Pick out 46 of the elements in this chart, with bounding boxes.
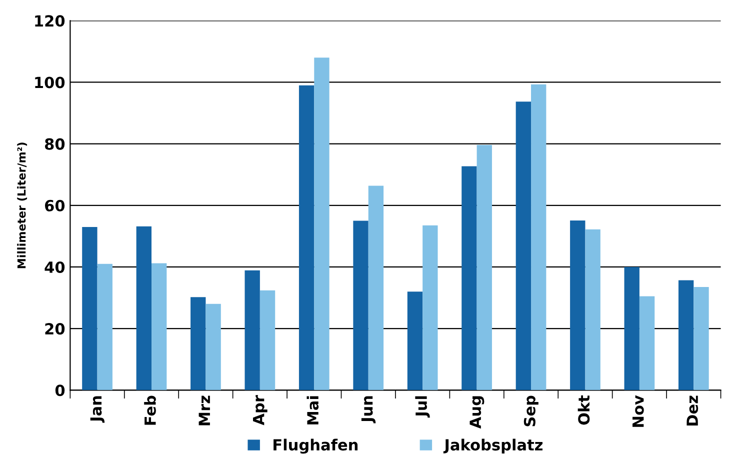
- x-tick-label: Jul: [415, 396, 430, 418]
- bar: [624, 266, 640, 390]
- y-tick-label: 80: [44, 138, 65, 150]
- bar: [422, 225, 438, 390]
- y-tick-label: 20: [45, 323, 65, 335]
- y-tick-label: 0: [55, 384, 65, 396]
- bar: [570, 220, 586, 390]
- bar: [97, 264, 112, 390]
- x-tick-label: Mrz: [198, 396, 210, 426]
- bar: [516, 102, 532, 390]
- bar: [368, 186, 384, 390]
- y-tick-label: 100: [35, 76, 65, 88]
- bar: [694, 287, 709, 390]
- y-axis-title: Millimeter (Liter/m²): [17, 142, 28, 268]
- bar: [476, 145, 492, 390]
- x-tick-label: Feb: [144, 396, 156, 425]
- x-tick-label: Apr: [253, 395, 268, 426]
- x-tick-label: Aug: [470, 396, 484, 429]
- bar: [353, 220, 368, 390]
- x-tick-label: Nov: [632, 395, 644, 427]
- bar: [206, 304, 221, 390]
- bar: [407, 292, 423, 390]
- bar: [152, 263, 167, 390]
- y-tick-label: 60: [45, 200, 65, 212]
- bar: [298, 85, 314, 390]
- bar: [190, 297, 206, 390]
- bar: [314, 58, 330, 390]
- legend-label: Jakobsplatz: [443, 438, 542, 454]
- bar: [136, 226, 152, 390]
- x-tick-label: Dez: [686, 396, 698, 426]
- x-tick-label: Okt: [578, 395, 590, 425]
- x-tick-label: Jun: [361, 396, 376, 424]
- x-tick-label: Mai: [306, 396, 319, 424]
- bar: [585, 229, 600, 390]
- bar: [82, 226, 98, 390]
- y-tick-label: 40: [44, 261, 65, 274]
- x-tick-label: Jan: [90, 396, 105, 423]
- x-tick-label: Sep: [524, 396, 538, 426]
- bar: [531, 84, 546, 390]
- bar: [639, 296, 655, 390]
- bar: [260, 290, 276, 390]
- bar: [462, 166, 477, 390]
- bar: [244, 270, 260, 390]
- legend-label: Flughafen: [274, 438, 358, 454]
- y-tick-label: 120: [35, 15, 65, 27]
- bar: [678, 280, 694, 390]
